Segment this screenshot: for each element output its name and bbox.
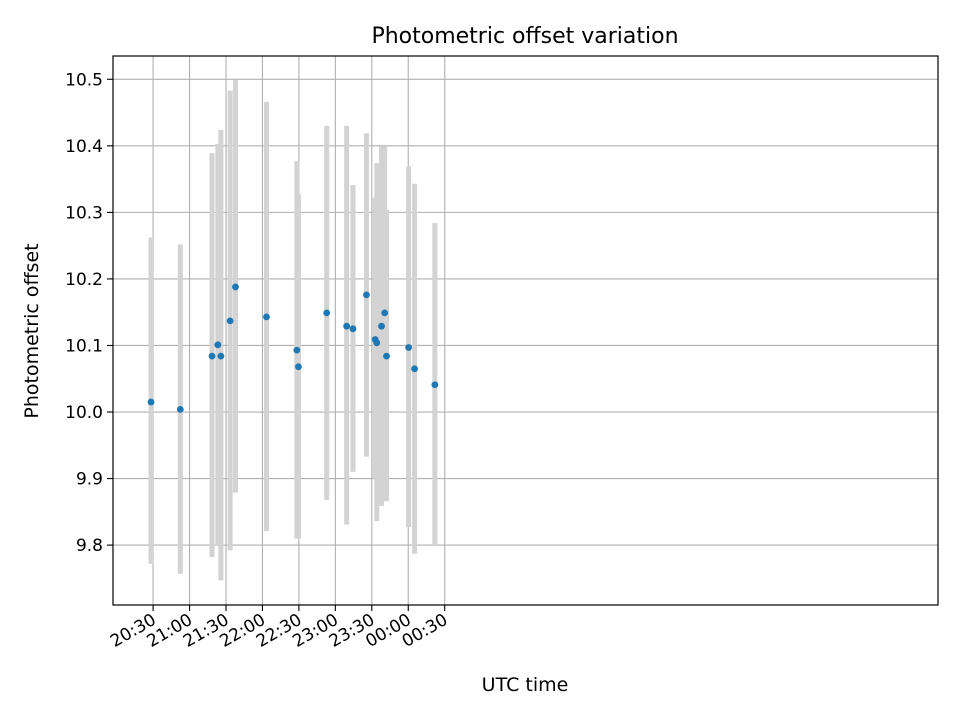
y-axis-ticks: 9.8 9.9 10.0 10.1 10.2 10.3 10.4 10.5 [65, 70, 113, 556]
data-point [431, 381, 439, 389]
data-point [176, 405, 184, 413]
data-point [378, 322, 385, 330]
data-point [263, 313, 270, 321]
y-tick-label: 10.3 [65, 203, 103, 223]
data-point [343, 322, 351, 330]
data-point [373, 339, 381, 347]
data-point [363, 291, 370, 299]
data-points [147, 283, 439, 413]
data-point [293, 346, 301, 354]
data-point [295, 363, 302, 371]
chart-title: Photometric offset variation [371, 24, 678, 49]
data-point [208, 352, 216, 360]
data-point [214, 341, 222, 349]
data-point [232, 283, 239, 291]
y-tick-label: 10.0 [65, 403, 103, 423]
grid [113, 56, 938, 605]
y-tick-label: 10.4 [65, 137, 103, 157]
data-point [405, 344, 413, 351]
x-axis-label: UTC time [482, 674, 569, 696]
data-point [349, 325, 357, 333]
data-point [226, 317, 234, 325]
data-point [217, 352, 225, 360]
y-axis-label: Photometric offset [21, 243, 43, 418]
y-tick-label: 10.2 [65, 270, 103, 290]
y-tick-label: 10.1 [65, 336, 103, 356]
data-point [383, 352, 390, 360]
plot-frame [112, 55, 939, 606]
data-point [381, 309, 389, 317]
y-tick-label: 9.8 [76, 536, 103, 556]
y-tick-label: 10.5 [65, 70, 103, 90]
data-point [411, 365, 418, 373]
data-point [323, 309, 331, 317]
y-tick-label: 9.9 [76, 470, 103, 490]
data-point [147, 398, 155, 406]
